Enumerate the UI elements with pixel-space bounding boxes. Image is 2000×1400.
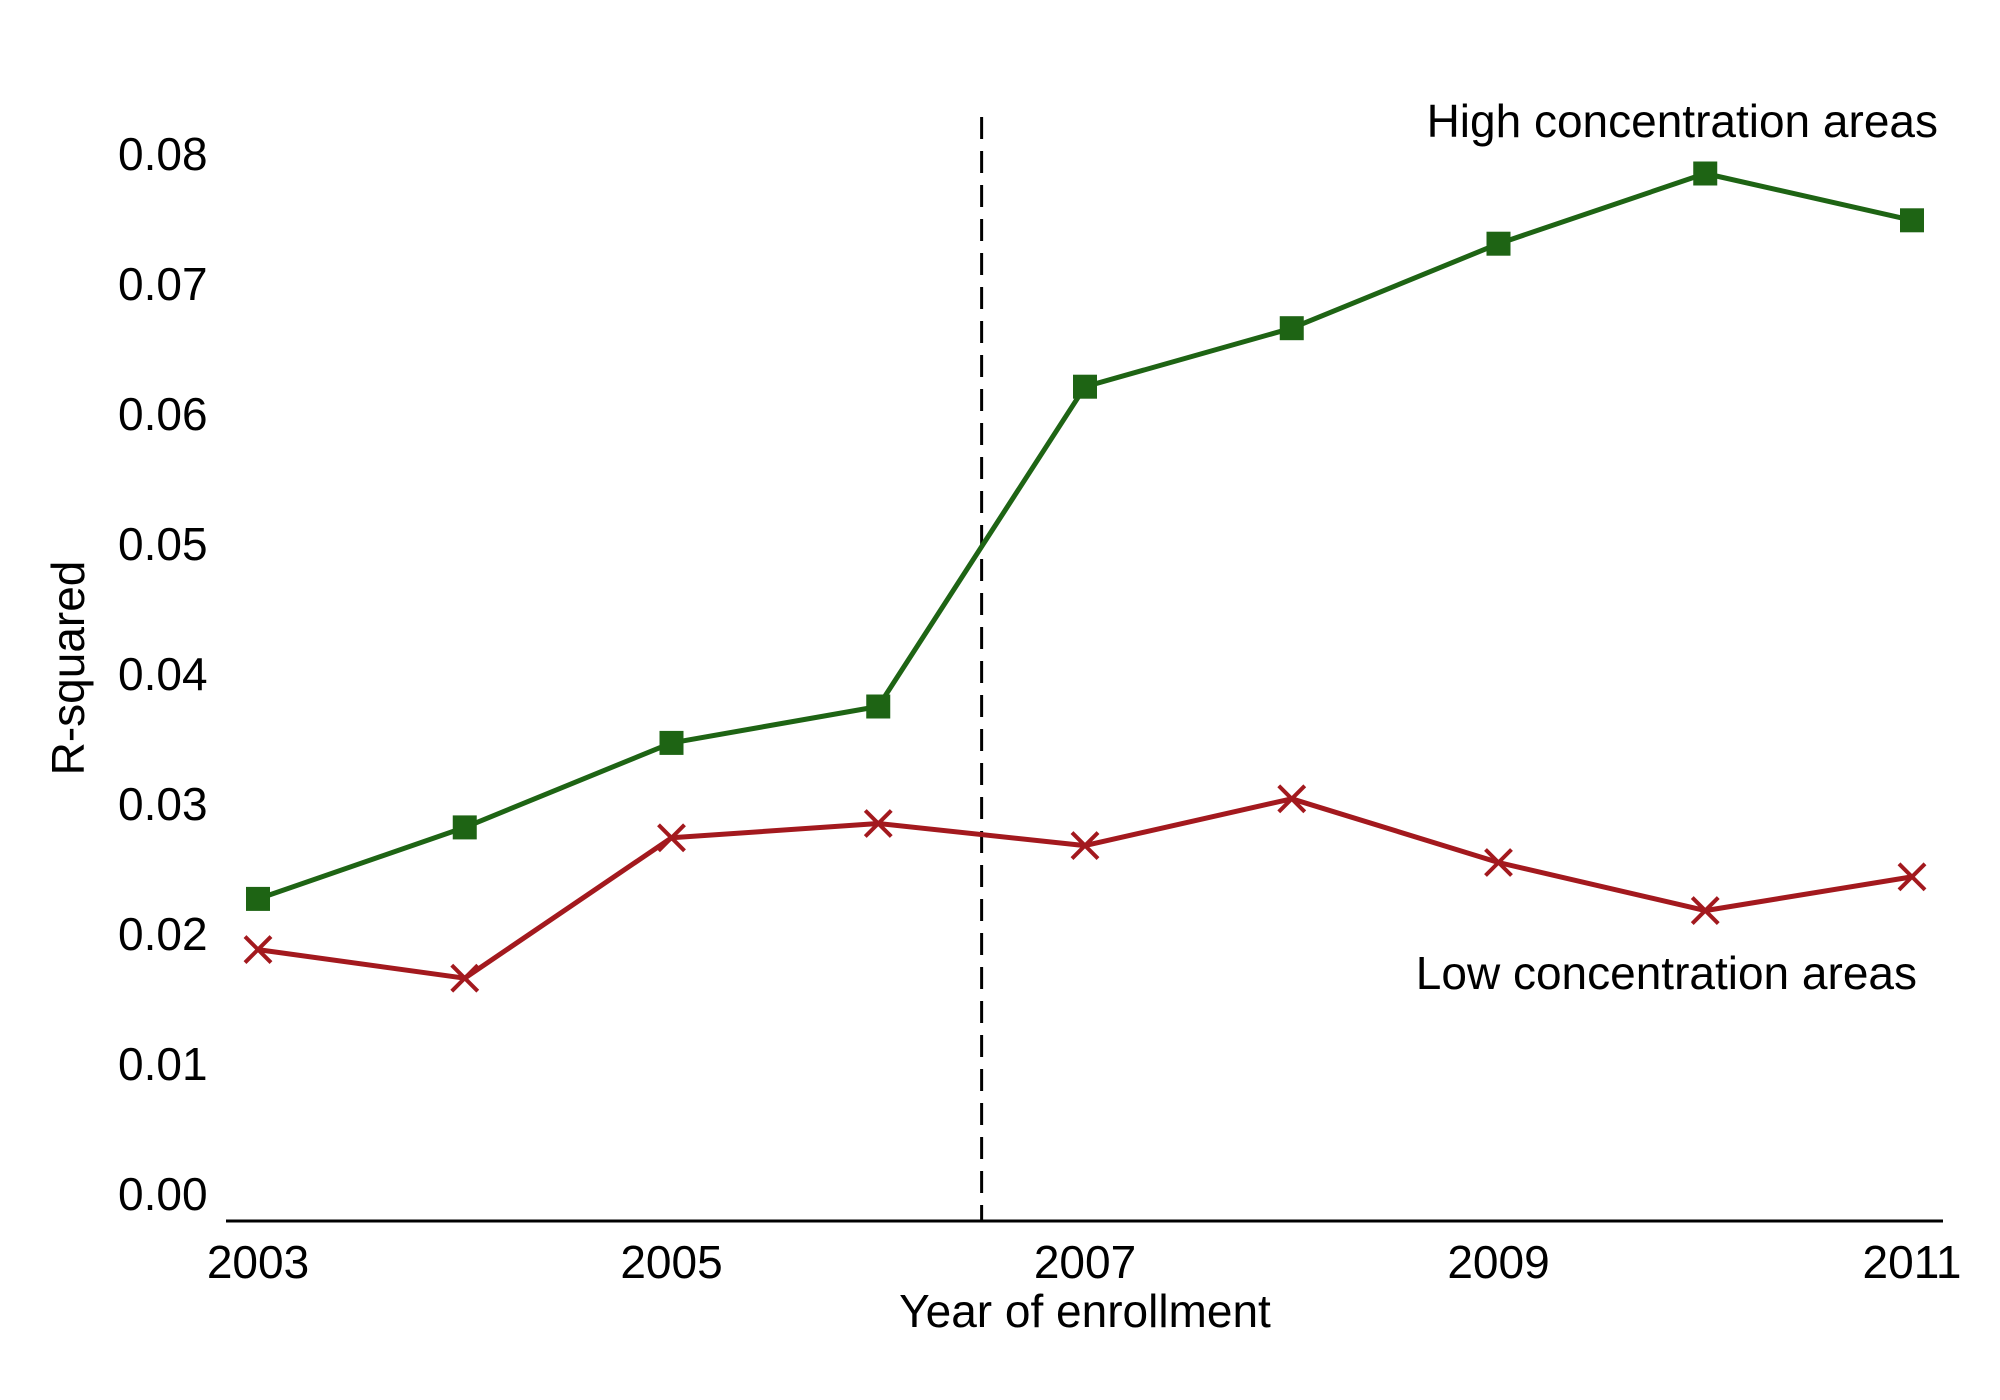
series-high-concentration bbox=[246, 161, 1924, 911]
x-marker bbox=[243, 935, 273, 965]
x-axis-title: Year of enrollment bbox=[899, 1285, 1271, 1337]
y-axis-title: R-squared bbox=[42, 561, 94, 776]
axis-titles: Year of enrollment R-squared bbox=[42, 561, 1271, 1337]
x-marker bbox=[657, 823, 686, 853]
square-marker bbox=[1279, 316, 1304, 341]
series-labels: High concentration areas Low concentrati… bbox=[1416, 95, 1938, 999]
square-marker bbox=[246, 886, 270, 911]
y-tick-label: 0.02 bbox=[118, 908, 208, 960]
x-marker-stroke bbox=[657, 823, 686, 853]
x-tick-label: 2009 bbox=[1447, 1236, 1549, 1288]
x-marker bbox=[1070, 831, 1100, 861]
square-marker bbox=[1073, 374, 1097, 399]
x-marker bbox=[863, 809, 893, 838]
x-marker-stroke bbox=[1897, 862, 1927, 892]
y-tick-label: 0.06 bbox=[118, 388, 208, 440]
x-tick-label: 2011 bbox=[1863, 1236, 1962, 1288]
x-marker-stroke bbox=[1484, 848, 1513, 877]
x-marker bbox=[1484, 848, 1513, 877]
x-marker-stroke bbox=[1070, 831, 1100, 861]
square-marker bbox=[866, 694, 891, 719]
series-low-concentration bbox=[243, 784, 1927, 993]
y-tick-label: 0.05 bbox=[118, 518, 208, 570]
y-tick-label: 0.03 bbox=[118, 778, 208, 830]
high-concentration-label: High concentration areas bbox=[1427, 95, 1938, 147]
y-tick-label: 0.01 bbox=[118, 1038, 208, 1090]
x-marker bbox=[450, 963, 480, 993]
x-tick-label: 2005 bbox=[620, 1236, 722, 1288]
square-marker bbox=[659, 730, 684, 755]
square-marker bbox=[1900, 208, 1924, 233]
y-tick-labels: 0.00 0.01 0.02 0.03 0.04 0.05 0.06 0.07 0.08 bbox=[118, 128, 208, 1220]
x-tick-label: 2003 bbox=[207, 1236, 309, 1288]
y-tick-label: 0.08 bbox=[118, 128, 208, 180]
x-marker-stroke bbox=[863, 809, 893, 838]
x-tick-label: 2007 bbox=[1034, 1236, 1136, 1288]
square-marker bbox=[452, 815, 477, 840]
square-marker bbox=[1693, 161, 1718, 186]
square-marker bbox=[1486, 231, 1511, 256]
x-marker-stroke bbox=[1277, 784, 1307, 814]
x-marker-stroke bbox=[450, 963, 480, 993]
x-marker-stroke bbox=[1690, 896, 1720, 926]
x-marker bbox=[1277, 784, 1307, 814]
y-tick-label: 0.00 bbox=[118, 1168, 208, 1220]
series-layer bbox=[243, 161, 1927, 993]
y-tick-label: 0.07 bbox=[118, 258, 208, 310]
x-marker bbox=[1897, 862, 1927, 892]
y-tick-label: 0.04 bbox=[118, 648, 208, 700]
series-line bbox=[257, 171, 1913, 902]
x-tick-labels: 2003 2005 2007 2009 2011 bbox=[207, 1236, 1962, 1288]
x-marker bbox=[1690, 896, 1720, 926]
x-marker-stroke bbox=[243, 935, 273, 965]
low-concentration-label: Low concentration areas bbox=[1416, 947, 1917, 999]
